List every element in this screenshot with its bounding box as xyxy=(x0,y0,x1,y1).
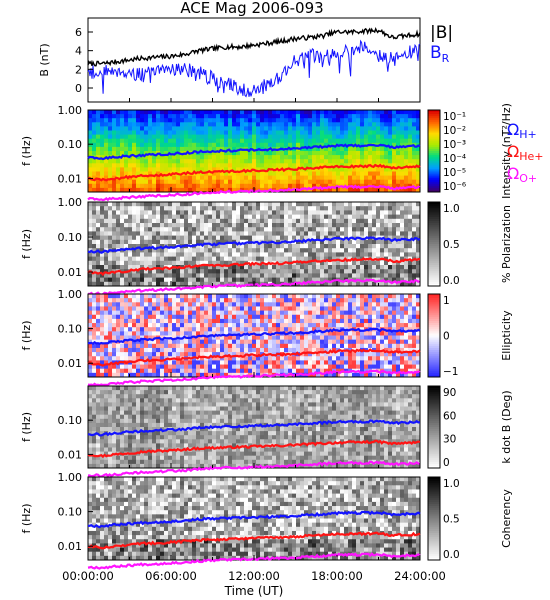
colorbar-3 xyxy=(427,293,441,378)
b-ylabel: B (nT) xyxy=(38,43,51,76)
ytick-label: 0.01 xyxy=(58,540,83,553)
cyclotron-line-Heplus xyxy=(87,439,421,459)
ylabel: f (Hz) xyxy=(20,412,33,442)
series-line-1 xyxy=(87,39,421,98)
ytick-label: 1.00 xyxy=(58,471,83,484)
spectrogram-panel-2 xyxy=(88,202,421,287)
ytick-label: 0.01 xyxy=(58,448,83,461)
colorbar-tick-label: 10⁻² xyxy=(443,125,466,137)
cyclotron-line-Hplus xyxy=(87,327,421,345)
ytick-label: 0.01 xyxy=(58,266,83,279)
ytick-label: 0.10 xyxy=(58,138,83,151)
b-ytick-label: 0 xyxy=(75,82,82,95)
cyclotron-line-Heplus xyxy=(87,348,421,367)
colorbar-tick-label: −1 xyxy=(443,366,458,378)
ytick-label: 0.10 xyxy=(58,231,83,244)
colorbar-tick-label: 90 xyxy=(443,387,456,399)
b-ytick-label: 6 xyxy=(75,26,82,39)
ytick-label: 0.10 xyxy=(58,323,83,336)
colorbar-tick-label: 0.5 xyxy=(443,514,460,526)
cyclotron-line-Hplus xyxy=(87,236,421,254)
ylabel: f (Hz) xyxy=(20,229,33,259)
ytick-label: 0.01 xyxy=(58,172,83,185)
cyclotron-line-Heplus xyxy=(87,531,421,550)
colorbar-label: Coherency xyxy=(500,489,513,548)
colorbar-tick-label: 30 xyxy=(443,434,456,446)
xlabel: Time (UT) xyxy=(224,584,284,598)
colorbar-tick-label: 10⁻¹ xyxy=(443,111,466,123)
xtick-label: 24:00:00 xyxy=(394,569,446,583)
ytick-label: 1.00 xyxy=(58,196,83,209)
ytick-label: 1.00 xyxy=(58,104,83,117)
ylabel: f (Hz) xyxy=(20,136,33,166)
colorbar-tick-label: 1 xyxy=(443,295,450,307)
xtick-label: 18:00:00 xyxy=(311,569,363,583)
xtick-label: 12:00:00 xyxy=(228,569,280,583)
omega-legend-entry: ΩO+ xyxy=(507,164,537,185)
b-legend-entry: |B| xyxy=(430,23,453,43)
cyclotron-line-Heplus xyxy=(87,257,421,277)
colorbar-4 xyxy=(427,385,441,469)
spectrogram-panel-3 xyxy=(88,294,421,378)
colorbar-label: k dot B (Deg) xyxy=(500,390,513,463)
b-legend-entry: BR xyxy=(430,43,450,65)
spectrogram-panel-5 xyxy=(88,477,421,561)
cyclotron-line-Hplus xyxy=(87,510,421,529)
colorbar-tick-label: 10⁻³ xyxy=(443,139,466,151)
series-line-0 xyxy=(87,27,421,67)
colorbar-tick-label: 1.0 xyxy=(443,478,460,490)
colorbar-1 xyxy=(427,109,441,193)
ytick-label: 0.01 xyxy=(58,357,83,370)
colorbar-tick-label: 0.0 xyxy=(443,549,460,561)
xtick-label: 06:00:00 xyxy=(145,569,197,583)
colorbar-tick-label: 10⁻⁶ xyxy=(443,181,466,193)
colorbar-label: Intensity (nT²/Hz) xyxy=(500,103,513,199)
colorbar-label: % Polarization xyxy=(500,205,513,283)
colorbar-tick-label: 60 xyxy=(443,410,456,422)
cyclotron-line-Hplus xyxy=(87,419,421,437)
colorbar-tick-label: 0 xyxy=(443,457,450,469)
ytick-label: 0.10 xyxy=(58,414,83,427)
figure-title: ACE Mag 2006-093 xyxy=(180,0,323,17)
colorbar-tick-label: 10⁻⁴ xyxy=(443,153,466,165)
ylabel: f (Hz) xyxy=(20,321,33,351)
b-ytick-label: 2 xyxy=(75,63,82,76)
omega-legend-entry: ΩH+ xyxy=(507,120,537,141)
colorbar-tick-label: 0.5 xyxy=(443,239,460,251)
colorbar-2 xyxy=(427,201,441,287)
cyclotron-line-Heplus xyxy=(87,163,421,182)
b-ytick-label: 4 xyxy=(75,45,82,58)
omega-legend-entry: ΩHe+ xyxy=(507,142,544,163)
colorbar-tick-label: 10⁻⁵ xyxy=(443,167,466,179)
colorbar-tick-label: 0.0 xyxy=(443,275,460,287)
ytick-label: 0.10 xyxy=(58,506,83,519)
colorbar-label: Ellipticity xyxy=(500,310,513,361)
ytick-label: 1.00 xyxy=(58,288,83,301)
ylabel: f (Hz) xyxy=(20,504,33,534)
cyclotron-line-Hplus xyxy=(87,143,421,161)
colorbar-5 xyxy=(427,476,441,561)
colorbar-tick-label: 0 xyxy=(443,331,450,343)
xtick-label: 00:00:00 xyxy=(62,569,114,583)
colorbar-tick-label: 1.0 xyxy=(443,203,460,215)
